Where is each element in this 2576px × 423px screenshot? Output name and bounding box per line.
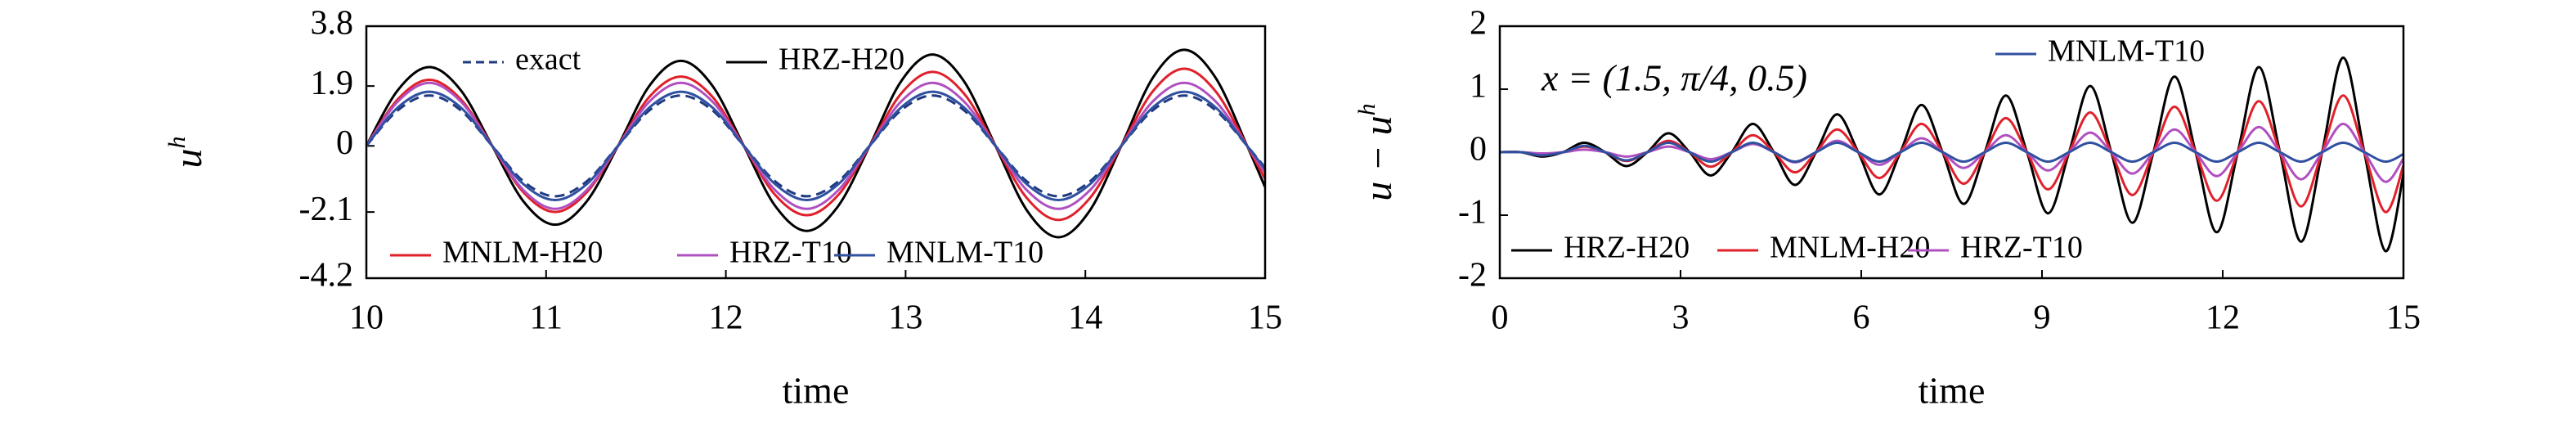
legend-label: HRZ-H20	[1564, 231, 1690, 265]
x-tick-label: 12	[709, 299, 743, 337]
legend-label: HRZ-H20	[779, 43, 904, 77]
legend-label: HRZ-T10	[1960, 231, 2083, 265]
y-tick-label: -1	[1458, 194, 1487, 232]
x-tick-label: 6	[1853, 299, 1870, 337]
y-axis-label-base: u	[167, 149, 210, 169]
series-line	[1500, 94, 2403, 214]
x-tick-label: 11	[530, 299, 563, 337]
x-tick-label: 13	[888, 299, 922, 337]
plot-frame	[365, 25, 1267, 280]
x-tick-label: 10	[349, 299, 384, 337]
y-tick-label: -2	[1458, 257, 1487, 295]
y-tick-label: 0	[1470, 131, 1487, 169]
y-tick-label: 3.8	[311, 5, 354, 43]
y-axis-label: uh	[164, 137, 210, 169]
y-tick-label: 1.9	[311, 65, 354, 102]
y-axis-label-base: u − u	[1357, 115, 1400, 200]
plot-frame	[1498, 25, 2405, 280]
y-axis-label-superscript: h	[164, 137, 191, 149]
y-tick-label: -2.1	[299, 191, 354, 228]
y-axis-label: u − uh	[1353, 103, 1400, 200]
y-tick-label: 0	[336, 124, 353, 162]
chart: 10 11 12 13 14 15 3.8 1.9 0 -2.1 -4.2 exact HRZ-H20 M…	[164, 5, 1282, 412]
series-line	[1500, 141, 2403, 164]
chart: 0 3 6 9 12 15 2 1 0 -1 -2 HRZ-H20 MNLM-H20 HRZ-T10 MNL…	[1353, 5, 2421, 412]
legend-label: MNLM-H20	[1770, 231, 1930, 265]
x-axis-label: time	[1919, 370, 1986, 412]
x-tick-label: 9	[2034, 299, 2051, 337]
x-tick-label: 15	[1248, 299, 1282, 337]
legend-label: MNLM-T10	[886, 236, 1043, 270]
series-line	[366, 81, 1265, 210]
x-axis-label: time	[783, 370, 850, 412]
y-tick-label: 1	[1470, 68, 1487, 106]
series-line	[1500, 122, 2403, 183]
y-tick-label: -4.2	[299, 257, 354, 295]
legend-label: exact	[515, 43, 581, 77]
x-tick-label: 14	[1068, 299, 1102, 337]
series-line	[366, 48, 1265, 239]
y-axis-label-superscript: h	[1353, 103, 1380, 115]
series-line	[366, 94, 1265, 198]
y-tick-label: 2	[1470, 5, 1487, 43]
legend-label: MNLM-T10	[2048, 34, 2205, 69]
legend-label: HRZ-T10	[729, 236, 852, 270]
x-tick-label: 0	[1492, 299, 1509, 337]
annotation: x = (1.5, π/4, 0.5)	[1541, 57, 1807, 99]
x-tick-label: 12	[2206, 299, 2240, 337]
x-tick-label: 15	[2386, 299, 2421, 337]
x-tick-label: 3	[1672, 299, 1690, 337]
legend-label: MNLM-H20	[442, 236, 603, 270]
series-line	[366, 90, 1265, 202]
